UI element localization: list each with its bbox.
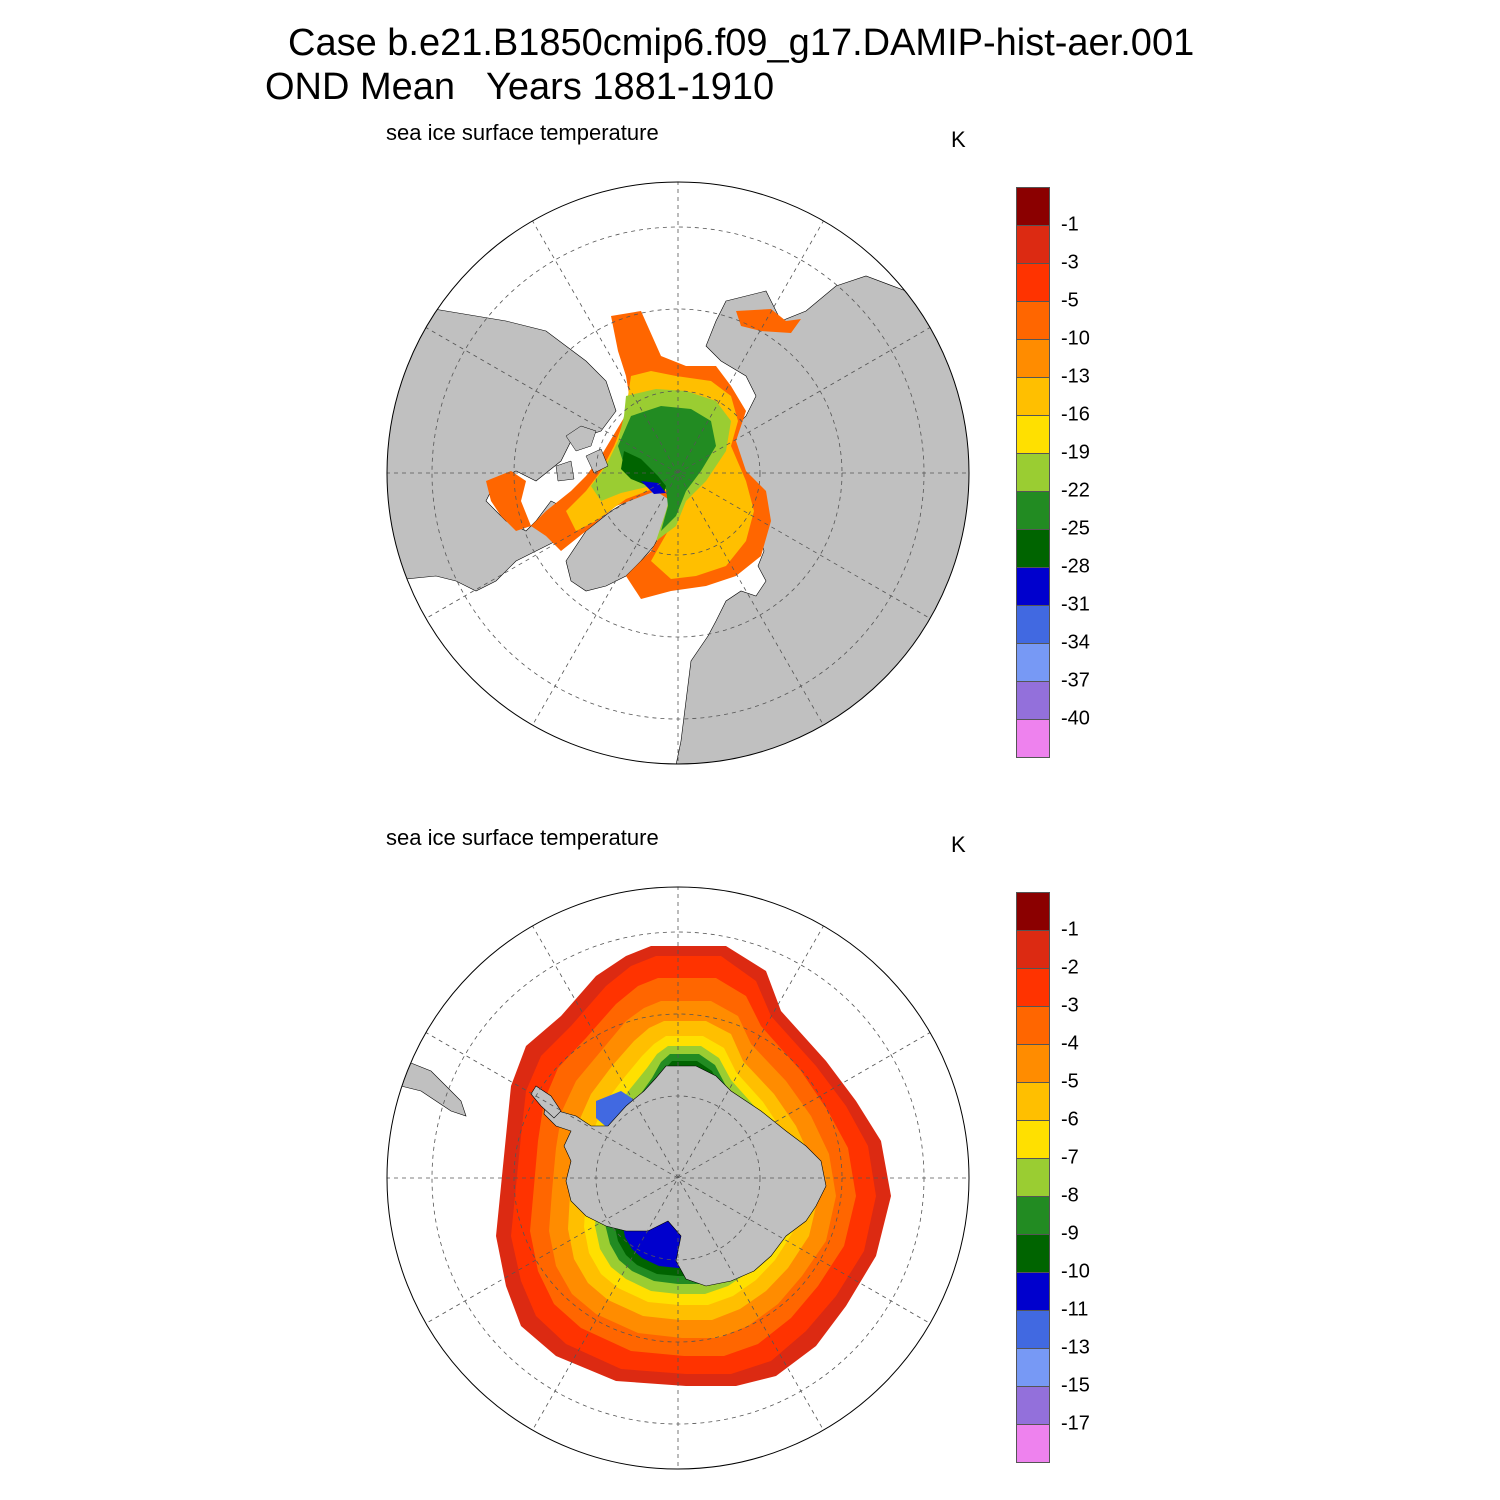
colorbar-swatch <box>1016 415 1050 454</box>
south-panel-units: K <box>951 832 966 857</box>
colorbar-label: -5 <box>1061 1070 1079 1093</box>
colorbar-label: -10 <box>1061 1260 1090 1283</box>
north-ice-band-darkgreen <box>621 451 666 493</box>
colorbar-swatch <box>1016 1006 1050 1045</box>
colorbar-swatch <box>1016 187 1050 226</box>
north-ice-hudson-bay <box>486 471 531 531</box>
colorbar-swatch <box>1016 491 1050 530</box>
colorbar-label: -4 <box>1061 1032 1079 1055</box>
colorbar-swatch <box>1016 1082 1050 1121</box>
colorbar-label: -28 <box>1061 555 1090 578</box>
colorbar-swatch <box>1016 1272 1050 1311</box>
colorbar-swatch <box>1016 1234 1050 1273</box>
colorbar-swatch <box>1016 263 1050 302</box>
colorbar-label: -7 <box>1061 1146 1079 1169</box>
colorbar-swatch <box>1016 605 1050 644</box>
colorbar-swatch <box>1016 1196 1050 1235</box>
colorbar-swatch <box>1016 377 1050 416</box>
colorbar-label: -37 <box>1061 669 1090 692</box>
colorbar-label: -1 <box>1061 213 1079 236</box>
north-polar-map <box>386 181 970 765</box>
colorbar-swatch <box>1016 567 1050 606</box>
figure-title-line1: Case b.e21.B1850cmip6.f09_g17.DAMIP-hist… <box>288 22 1195 64</box>
colorbar-label: -13 <box>1061 365 1090 388</box>
colorbar-label: -2 <box>1061 956 1079 979</box>
colorbar-label: -40 <box>1061 707 1090 730</box>
colorbar-swatch <box>1016 643 1050 682</box>
colorbar-swatch <box>1016 930 1050 969</box>
colorbar-label: -31 <box>1061 593 1090 616</box>
north-panel-subtitle: sea ice surface temperature <box>386 120 659 145</box>
colorbar-label: -13 <box>1061 1336 1090 1359</box>
colorbar-swatch <box>1016 1310 1050 1349</box>
colorbar-label: -22 <box>1061 479 1090 502</box>
colorbar-swatch <box>1016 1044 1050 1083</box>
north-ice-band-green <box>618 406 716 531</box>
colorbar-swatch <box>1016 1386 1050 1425</box>
north-map-border <box>386 181 970 765</box>
colorbar-label: -5 <box>1061 289 1079 312</box>
colorbar-label: -19 <box>1061 441 1090 464</box>
north-graticule <box>387 182 969 764</box>
colorbar-swatch <box>1016 529 1050 568</box>
south-panel-subtitle: sea ice surface temperature <box>386 825 659 850</box>
colorbar-swatch <box>1016 453 1050 492</box>
south-map-border <box>386 886 970 1470</box>
north-land-eurasia <box>675 275 969 764</box>
colorbar-label: -17 <box>1061 1412 1090 1435</box>
colorbar-swatch <box>1016 339 1050 378</box>
colorbar-label: -25 <box>1061 517 1090 540</box>
colorbar-label: -16 <box>1061 403 1090 426</box>
colorbar-label: -10 <box>1061 327 1090 350</box>
colorbar-label: -6 <box>1061 1108 1079 1131</box>
colorbar-swatch <box>1016 681 1050 720</box>
colorbar-label: -11 <box>1061 1298 1089 1321</box>
figure-title-line2: OND Mean Years 1881-1910 <box>265 66 775 108</box>
colorbar-label: -1 <box>1061 918 1079 941</box>
colorbar-label: -3 <box>1061 251 1079 274</box>
colorbar-label: -9 <box>1061 1222 1079 1245</box>
colorbar-swatch <box>1016 1348 1050 1387</box>
colorbar-label: -15 <box>1061 1374 1090 1397</box>
colorbar-swatch <box>1016 719 1050 758</box>
north-archipelago <box>555 425 609 482</box>
south-graticule <box>387 887 969 1469</box>
colorbar-label: -8 <box>1061 1184 1079 1207</box>
colorbar-label: -3 <box>1061 994 1079 1017</box>
colorbar-label: -34 <box>1061 631 1090 654</box>
colorbar-swatch <box>1016 892 1050 931</box>
colorbar-swatch <box>1016 1158 1050 1197</box>
colorbar-swatch <box>1016 225 1050 264</box>
colorbar-swatch <box>1016 1424 1050 1463</box>
south-polar-map <box>386 886 970 1470</box>
colorbar-swatch <box>1016 301 1050 340</box>
colorbar-swatch <box>1016 1120 1050 1159</box>
north-panel-units: K <box>951 127 966 152</box>
colorbar-swatch <box>1016 968 1050 1007</box>
